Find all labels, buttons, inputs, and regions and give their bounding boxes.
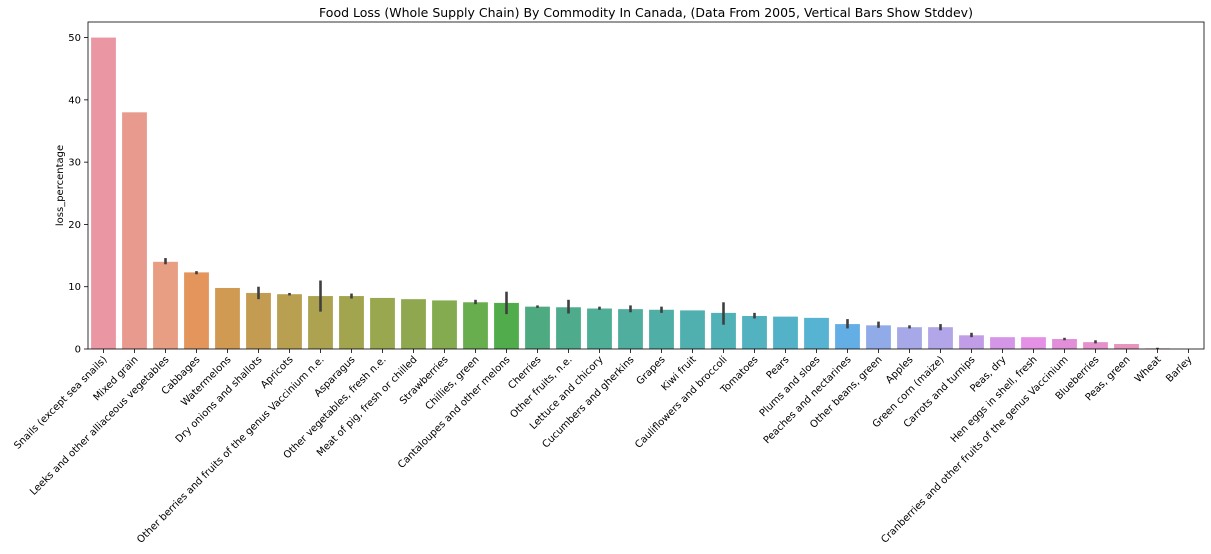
x-tick-label: Pears	[765, 354, 792, 381]
bar	[432, 300, 457, 349]
chart-title: Food Loss (Whole Supply Chain) By Commod…	[319, 5, 973, 20]
x-tick-label: Leeks and other alliaceous vegetables	[28, 354, 171, 497]
x-tick-label: Cantaloupes and other melons	[396, 354, 513, 471]
error-bars-layer	[164, 258, 1159, 349]
bar	[556, 307, 581, 349]
bar	[1114, 344, 1139, 349]
bar	[990, 337, 1015, 349]
bar	[91, 37, 116, 349]
bar	[618, 309, 643, 349]
bar	[1021, 337, 1046, 349]
plot-frame	[87, 21, 1205, 350]
bar	[649, 309, 674, 349]
y-axis-label: loss_percentage	[55, 145, 66, 226]
x-tick-label: Chillies, green	[424, 354, 482, 412]
bar	[370, 297, 395, 349]
bar	[866, 325, 891, 349]
bars-layer	[91, 37, 1170, 349]
bar	[184, 272, 209, 349]
y-tick-label: 20	[68, 220, 81, 231]
x-tick-label: Barley	[1164, 354, 1194, 384]
bar	[463, 302, 488, 349]
bar	[339, 296, 364, 349]
bar	[680, 310, 705, 349]
bar	[742, 315, 767, 349]
y-tick-label: 50	[68, 33, 81, 44]
x-tick-label: Wheat	[1133, 354, 1164, 385]
bar	[122, 112, 147, 349]
bar	[897, 327, 922, 349]
bar	[1052, 339, 1077, 349]
bar	[804, 317, 829, 349]
bar	[401, 299, 426, 349]
y-tick-label: 0	[75, 345, 81, 356]
bar	[525, 306, 550, 349]
bar	[959, 335, 984, 349]
bar	[246, 292, 271, 349]
y-tick-label: 10	[68, 282, 81, 293]
y-tick-label: 30	[68, 158, 81, 169]
bar	[1083, 342, 1108, 349]
bar	[277, 294, 302, 349]
y-tick-label: 40	[68, 95, 81, 106]
bar	[587, 308, 612, 349]
bar	[215, 287, 240, 349]
bar	[773, 316, 798, 349]
bar	[928, 327, 953, 349]
bar	[153, 261, 178, 349]
